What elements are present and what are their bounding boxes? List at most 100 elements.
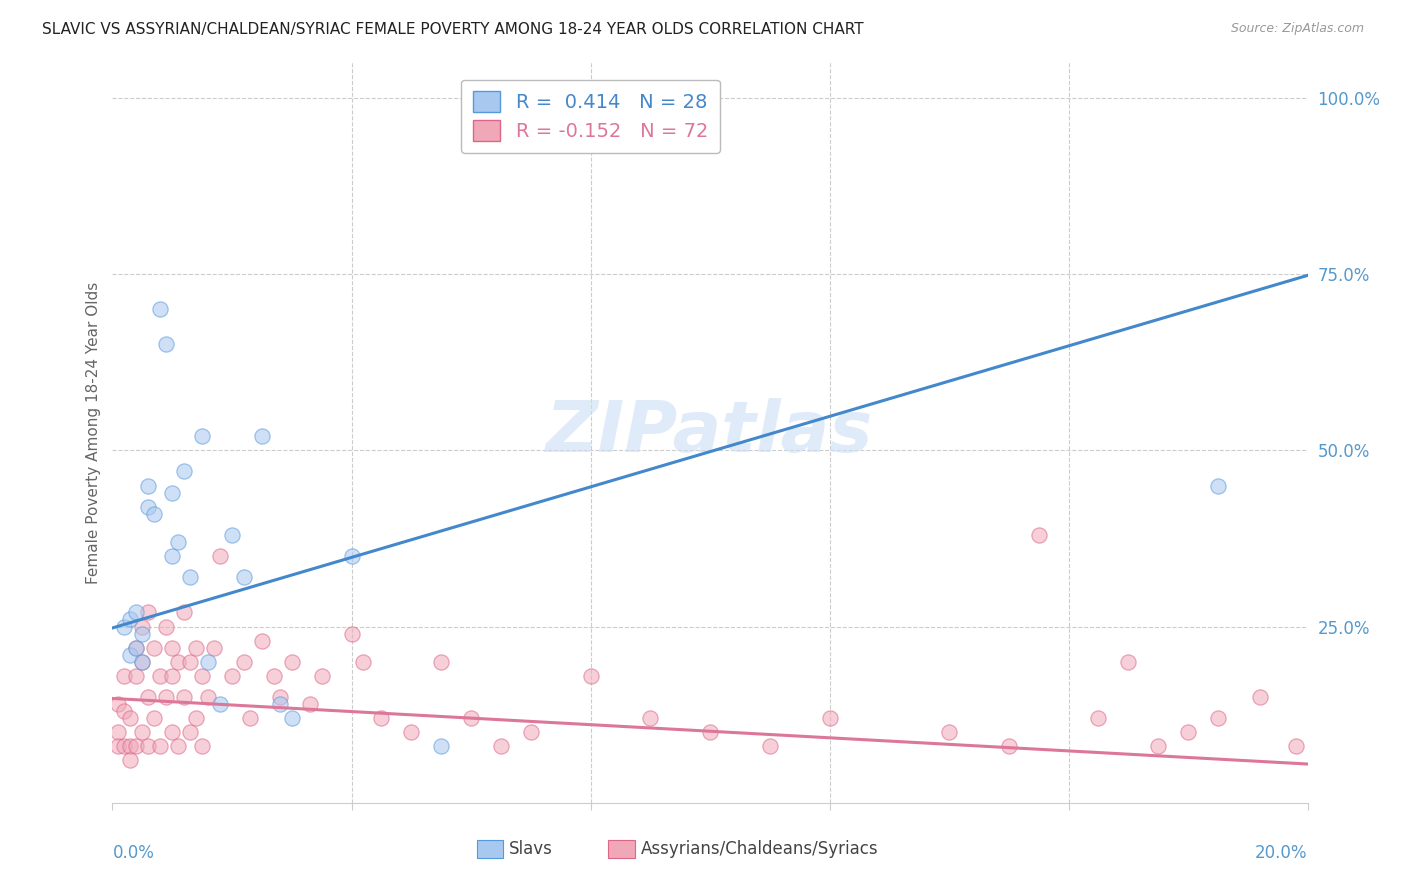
Point [263,669,285,683]
Point [221,669,243,683]
Text: Source: ZipAtlas.com: Source: ZipAtlas.com [1230,22,1364,36]
Point [1087,711,1109,725]
Point [250,633,273,648]
Point [579,669,602,683]
Point [1206,478,1229,492]
Point [120,711,142,725]
Point [131,655,153,669]
Point [138,739,160,754]
Point [107,725,129,739]
Point [250,429,273,443]
Point [125,606,148,620]
Point [1249,690,1271,704]
Point [149,302,172,317]
Point [370,711,392,725]
Text: ZIPatlas: ZIPatlas [547,398,873,467]
Y-axis label: Female Poverty Among 18-24 Year Olds: Female Poverty Among 18-24 Year Olds [86,282,101,583]
Point [489,739,512,754]
Point [191,429,214,443]
Bar [609,840,634,858]
Point [149,669,172,683]
Text: 0.0%: 0.0% [112,845,155,863]
Point [114,619,135,633]
Point [173,464,195,478]
Point [114,704,135,718]
Point [221,528,243,542]
Point [114,739,135,754]
Text: Slavs: Slavs [509,840,553,858]
Point [340,626,363,640]
Point [233,570,256,584]
Point [298,697,321,711]
Point [167,655,190,669]
Point [107,739,129,754]
Point [125,739,148,754]
Point [131,725,153,739]
Point [938,725,960,739]
Point [120,754,142,768]
Point [138,500,160,514]
Point [818,711,841,725]
Point [209,697,232,711]
Point [191,739,214,754]
Point [311,669,333,683]
Point [269,697,291,711]
Point [281,655,304,669]
Point [131,619,153,633]
Text: Assyrians/Chaldeans/Syriacs: Assyrians/Chaldeans/Syriacs [641,840,879,858]
Point [162,485,183,500]
Point [1285,739,1308,754]
Point [1177,725,1199,739]
Point [233,655,256,669]
Point [197,655,219,669]
Point [120,648,142,662]
Point [131,655,153,669]
Point [167,535,190,549]
Point [149,739,172,754]
Point [1028,528,1050,542]
Point [143,507,166,521]
Point [239,711,262,725]
Point [173,690,195,704]
Point [155,690,177,704]
Point [430,739,453,754]
Point [107,697,129,711]
Point [186,711,208,725]
Point [1147,739,1170,754]
Point [143,640,166,655]
Point [138,606,160,620]
Point [120,739,142,754]
Point [179,655,201,669]
Point [162,725,183,739]
Point [131,626,153,640]
Point [197,690,219,704]
Point [460,711,482,725]
Point [138,478,160,492]
Point [998,739,1021,754]
Point [167,739,190,754]
Point [143,711,166,725]
Point [186,640,208,655]
Point [155,619,177,633]
Bar [477,840,503,858]
Point [640,711,662,725]
Point [120,612,142,626]
Point [1206,711,1229,725]
Point [269,690,291,704]
Legend: R =  0.414   N = 28, R = -0.152   N = 72: R = 0.414 N = 28, R = -0.152 N = 72 [461,79,720,153]
Point [125,669,148,683]
Point [1118,655,1140,669]
Point [281,711,304,725]
Point [162,549,183,563]
Point [125,640,148,655]
Point [340,549,363,563]
Point [353,655,375,669]
Point [430,655,453,669]
Point [155,337,177,351]
Point [520,725,543,739]
Point [202,640,225,655]
Point [114,669,135,683]
Point [191,669,214,683]
Point [179,570,201,584]
Text: SLAVIC VS ASSYRIAN/CHALDEAN/SYRIAC FEMALE POVERTY AMONG 18-24 YEAR OLDS CORRELAT: SLAVIC VS ASSYRIAN/CHALDEAN/SYRIAC FEMAL… [42,22,863,37]
